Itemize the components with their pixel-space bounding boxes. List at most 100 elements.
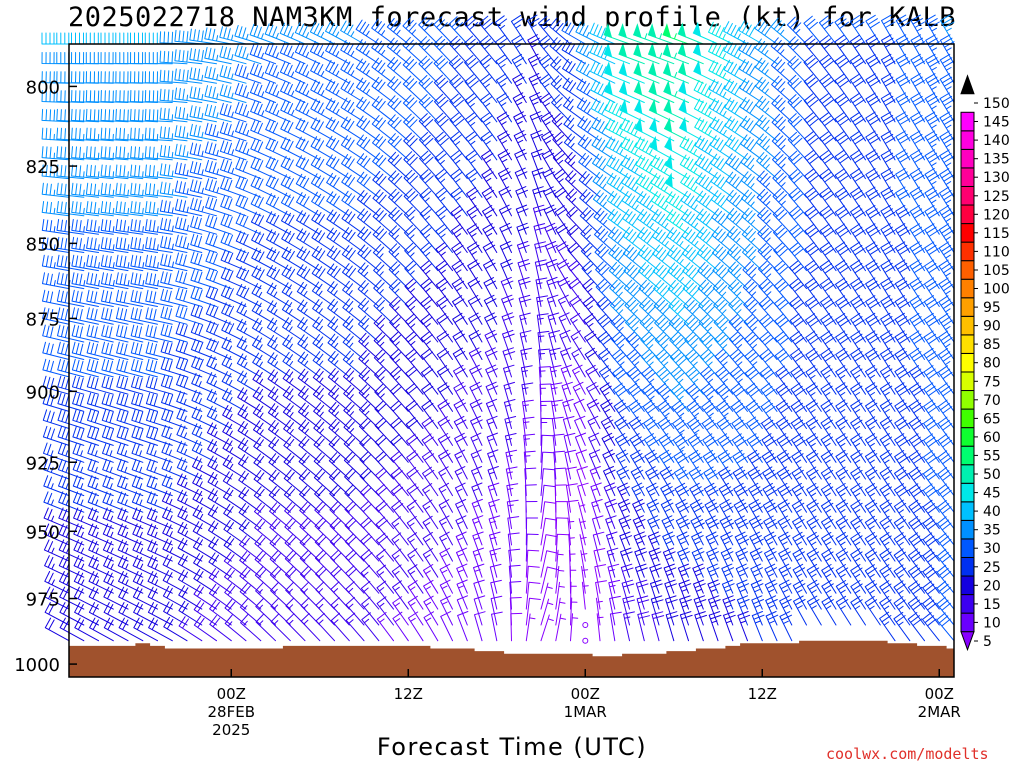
wind-barb <box>539 73 557 103</box>
wind-barb <box>763 531 778 562</box>
wind-barb <box>850 548 866 578</box>
wind-barb <box>208 536 232 562</box>
wind-barb <box>144 127 173 142</box>
wind-barb <box>513 111 527 142</box>
wind-barb <box>555 501 568 530</box>
wind-barb <box>239 598 262 626</box>
wind-barb <box>632 499 645 530</box>
wind-barb <box>820 483 837 513</box>
wind-barb <box>895 186 911 217</box>
wind-barb <box>71 127 99 142</box>
wind-barb <box>438 449 453 480</box>
wind-barb <box>596 296 616 325</box>
wind-barb <box>555 549 564 578</box>
wind-barb <box>578 171 601 198</box>
wind-barb <box>297 317 321 343</box>
wind-barb <box>925 34 940 65</box>
wind-barb <box>298 419 321 446</box>
wind-barb <box>485 364 498 395</box>
wind-barb <box>787 55 807 84</box>
wind-barb <box>264 42 291 65</box>
wind-barb <box>418 16 439 45</box>
wind-barb <box>345 581 365 610</box>
wind-barb <box>72 475 99 497</box>
wind-barb <box>662 23 689 45</box>
wind-barb <box>723 611 736 642</box>
wind-barb <box>850 499 866 530</box>
wind-barb <box>584 347 601 378</box>
colorbar-swatch <box>960 427 975 447</box>
wind-barb <box>325 40 350 65</box>
wind-barb <box>623 262 645 290</box>
wind-barb <box>474 611 486 642</box>
wind-barb <box>821 515 837 546</box>
wind-barb <box>645 466 660 497</box>
wind-barb <box>589 466 601 497</box>
wind-barb <box>805 416 822 446</box>
wind-barb <box>922 596 940 626</box>
wind-barb <box>420 278 439 307</box>
wind-barb <box>103 617 129 642</box>
wind-barb <box>297 299 321 325</box>
wind-barb <box>924 186 940 217</box>
wind-barb <box>551 416 564 446</box>
wind-barb <box>623 611 635 642</box>
wind-barb <box>540 550 558 578</box>
wind-barb <box>87 491 114 513</box>
wind-barb <box>611 331 630 360</box>
wind-barb <box>603 23 630 45</box>
wind-barb <box>344 533 365 562</box>
wind-barb <box>44 602 70 626</box>
wind-barb <box>541 130 557 161</box>
wind-barb <box>131 458 158 480</box>
wind-barb <box>592 190 616 217</box>
wind-barb <box>666 227 689 253</box>
wind-barb <box>237 421 262 446</box>
wind-barb <box>224 567 247 594</box>
wind-barb <box>279 42 306 65</box>
wind-barb <box>190 286 217 307</box>
wind-barb <box>908 532 925 562</box>
wind-barb <box>470 449 483 480</box>
wind-barb <box>206 337 232 360</box>
wind-barb <box>777 499 793 530</box>
wind-barb <box>909 168 925 198</box>
wind-barb <box>484 312 498 343</box>
wind-barb <box>938 259 955 290</box>
wind-barb <box>895 73 911 103</box>
wind-barb <box>192 521 217 546</box>
wind-barb <box>592 531 605 562</box>
wind-barb <box>504 433 517 463</box>
wind-barb <box>620 547 633 578</box>
wind-barb <box>908 450 925 480</box>
wind-barb <box>924 205 940 235</box>
wind-barb <box>703 482 719 513</box>
wind-barb <box>205 268 232 290</box>
wind-barb <box>835 548 852 578</box>
wind-barb <box>376 548 394 578</box>
wind-barb <box>361 612 380 642</box>
wind-barb <box>879 532 896 562</box>
wind-barb <box>251 265 276 290</box>
wind-barb <box>360 500 380 530</box>
wind-barb <box>160 306 188 325</box>
wind-barb <box>205 285 232 307</box>
wind-barb <box>57 458 85 480</box>
wind-barb <box>804 205 822 235</box>
wind-barb <box>373 279 394 307</box>
wind-barb <box>130 90 158 103</box>
wind-barb <box>453 399 468 429</box>
wind-barb <box>405 416 424 446</box>
wind-barb <box>74 602 99 626</box>
wind-barb <box>555 565 565 594</box>
wind-barb <box>651 209 675 235</box>
wind-barb <box>267 403 291 429</box>
wind-barb <box>284 534 306 562</box>
wind-barb <box>939 34 955 65</box>
wind-barb <box>71 182 99 198</box>
wind-barb <box>524 467 537 497</box>
wind-barb <box>280 192 306 217</box>
wind-barb <box>909 295 925 325</box>
wind-barb <box>42 272 70 290</box>
wind-barb <box>683 314 704 343</box>
